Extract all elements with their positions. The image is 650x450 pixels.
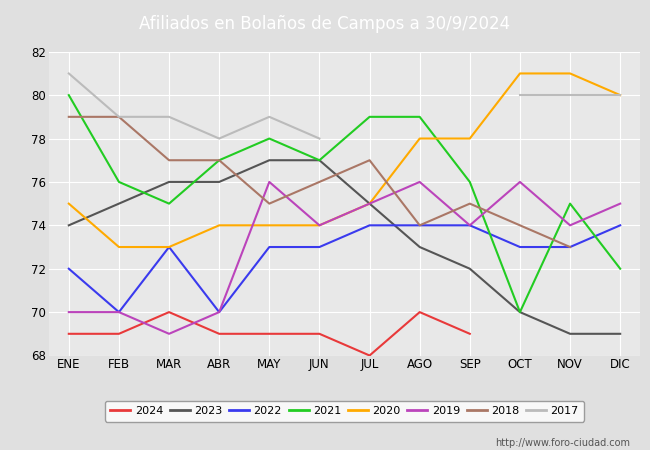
2024 [315, 331, 323, 337]
2023 [165, 179, 173, 184]
2024 [416, 310, 424, 315]
2017 [215, 136, 223, 141]
2021 [265, 136, 273, 141]
2023 [315, 158, 323, 163]
2022 [416, 223, 424, 228]
2022 [566, 244, 574, 250]
Text: http://www.foro-ciudad.com: http://www.foro-ciudad.com [495, 438, 630, 448]
2020 [516, 71, 524, 76]
2018 [516, 223, 524, 228]
2019 [215, 310, 223, 315]
2018 [366, 158, 374, 163]
2022 [315, 244, 323, 250]
2021 [115, 179, 123, 184]
2023 [65, 223, 73, 228]
2021 [516, 310, 524, 315]
2018 [115, 114, 123, 120]
2018 [215, 158, 223, 163]
2019 [616, 201, 624, 206]
2024 [165, 310, 173, 315]
2020 [616, 92, 624, 98]
2020 [165, 244, 173, 250]
2017 [65, 71, 73, 76]
2021 [466, 179, 474, 184]
2024 [466, 331, 474, 337]
2018 [566, 244, 574, 250]
2020 [65, 201, 73, 206]
2017 [265, 114, 273, 120]
2018 [466, 201, 474, 206]
2018 [265, 201, 273, 206]
2018 [315, 179, 323, 184]
Line: 2019: 2019 [69, 182, 620, 334]
2022 [115, 310, 123, 315]
2022 [215, 310, 223, 315]
2021 [616, 266, 624, 271]
2023 [416, 244, 424, 250]
2021 [215, 158, 223, 163]
2023 [466, 266, 474, 271]
2020 [115, 244, 123, 250]
2019 [466, 223, 474, 228]
2021 [165, 201, 173, 206]
2020 [265, 223, 273, 228]
2021 [65, 92, 73, 98]
2021 [416, 114, 424, 120]
2023 [616, 331, 624, 337]
2022 [616, 223, 624, 228]
2021 [566, 201, 574, 206]
Line: 2024: 2024 [69, 312, 470, 356]
2020 [416, 136, 424, 141]
2020 [315, 223, 323, 228]
2019 [265, 179, 273, 184]
Line: 2022: 2022 [69, 225, 620, 312]
Line: 2021: 2021 [69, 95, 620, 312]
2018 [416, 223, 424, 228]
2017 [315, 136, 323, 141]
Line: 2018: 2018 [69, 117, 570, 247]
2017 [115, 114, 123, 120]
2022 [366, 223, 374, 228]
Line: 2017: 2017 [69, 73, 319, 139]
2024 [115, 331, 123, 337]
2018 [65, 114, 73, 120]
2024 [215, 331, 223, 337]
2023 [115, 201, 123, 206]
2020 [366, 201, 374, 206]
2019 [315, 223, 323, 228]
2024 [265, 331, 273, 337]
2019 [165, 331, 173, 337]
2023 [265, 158, 273, 163]
2022 [165, 244, 173, 250]
2019 [516, 179, 524, 184]
2020 [466, 136, 474, 141]
2023 [366, 201, 374, 206]
Legend: 2024, 2023, 2022, 2021, 2020, 2019, 2018, 2017: 2024, 2023, 2022, 2021, 2020, 2019, 2018… [105, 400, 584, 422]
2022 [516, 244, 524, 250]
2021 [366, 114, 374, 120]
Line: 2020: 2020 [69, 73, 620, 247]
2022 [466, 223, 474, 228]
2020 [215, 223, 223, 228]
2022 [65, 266, 73, 271]
2020 [566, 71, 574, 76]
2019 [65, 310, 73, 315]
2023 [566, 331, 574, 337]
Line: 2023: 2023 [69, 160, 620, 334]
2023 [215, 179, 223, 184]
2018 [165, 158, 173, 163]
2021 [315, 158, 323, 163]
2024 [65, 331, 73, 337]
Text: Afiliados en Bolaños de Campos a 30/9/2024: Afiliados en Bolaños de Campos a 30/9/20… [140, 14, 510, 33]
2022 [265, 244, 273, 250]
2019 [366, 201, 374, 206]
2019 [115, 310, 123, 315]
2017 [165, 114, 173, 120]
2024 [366, 353, 374, 358]
2023 [516, 310, 524, 315]
2019 [566, 223, 574, 228]
2019 [416, 179, 424, 184]
